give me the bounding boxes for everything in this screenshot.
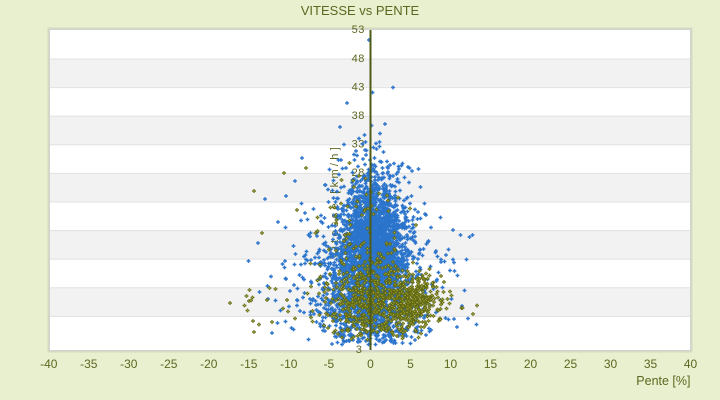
svg-text:8: 8	[358, 282, 365, 294]
svg-text:VITESSE vs PENTE: VITESSE vs PENTE	[301, 3, 420, 18]
svg-text:25: 25	[564, 357, 578, 371]
svg-text:-35: -35	[80, 357, 98, 371]
svg-text:-30: -30	[120, 357, 138, 371]
svg-text:28: 28	[352, 167, 365, 179]
svg-text:30: 30	[604, 357, 618, 371]
svg-text:-15: -15	[240, 357, 258, 371]
svg-text:43: 43	[352, 81, 365, 93]
svg-text:-10: -10	[280, 357, 298, 371]
svg-text:-40: -40	[40, 357, 58, 371]
svg-text:10: 10	[444, 357, 458, 371]
svg-text:53: 53	[352, 24, 365, 36]
svg-text:Pente [%]: Pente [%]	[636, 374, 690, 388]
svg-text:-25: -25	[160, 357, 178, 371]
svg-text:48: 48	[352, 53, 365, 65]
svg-text:20: 20	[524, 357, 538, 371]
svg-text:40: 40	[684, 357, 698, 371]
svg-text:-20: -20	[200, 357, 218, 371]
svg-text:3: 3	[356, 344, 363, 356]
svg-text:15: 15	[484, 357, 498, 371]
svg-text:33: 33	[352, 139, 365, 151]
svg-text:35: 35	[644, 357, 658, 371]
svg-text:38: 38	[352, 110, 365, 122]
svg-text:5: 5	[407, 357, 414, 371]
svg-text:-5: -5	[323, 357, 334, 371]
svg-text:0: 0	[367, 357, 374, 371]
